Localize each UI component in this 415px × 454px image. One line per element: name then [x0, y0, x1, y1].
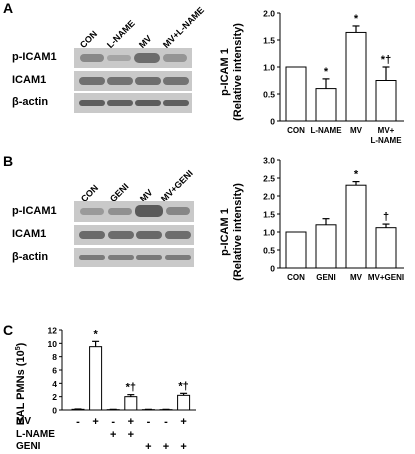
y-axis-label: p-ICAM 1	[219, 208, 231, 256]
y-tick-label: 2.5	[263, 174, 275, 184]
category-label: L-NAME	[310, 126, 342, 135]
y-tick-label: 10	[48, 339, 58, 349]
condition-sign: -	[76, 416, 80, 428]
blot-row-label: p-ICAM1	[12, 51, 57, 63]
blot-strip-p-icam1	[74, 48, 192, 68]
condition-sign: +	[110, 429, 116, 441]
condition-sign: +	[128, 416, 134, 428]
y-tick-label: 4	[52, 379, 57, 389]
bar	[177, 394, 191, 411]
condition-row-label: L-NAME	[16, 429, 55, 440]
blot-row-label: p-ICAM1	[12, 205, 57, 217]
blot-row-label: β-actin	[12, 251, 49, 263]
condition-row-label: MV	[16, 416, 31, 427]
condition-sign: -	[111, 416, 115, 428]
blot-strip-icam1	[74, 225, 194, 245]
category-label: L-NAME	[370, 136, 402, 145]
bar	[89, 346, 103, 411]
condition-sign: +	[145, 441, 151, 453]
blot-row-label: ICAM1	[12, 228, 47, 240]
significance-mark: *	[324, 66, 329, 78]
y-tick-label: 6	[52, 366, 57, 376]
significance-mark: *	[93, 328, 98, 340]
condition-sign: -	[147, 416, 151, 428]
y-tick-label: 12	[48, 326, 58, 336]
category-label: CON	[287, 273, 305, 282]
condition-sign: -	[164, 416, 168, 428]
condition-sign: +	[128, 429, 134, 441]
y-tick-label: 0	[52, 406, 57, 416]
blot-strip-beta-actin	[74, 248, 194, 267]
panel-letter-c: C	[3, 322, 14, 338]
y-tick-label: 0	[270, 117, 275, 127]
y-tick-label: 1.5	[263, 210, 275, 220]
panel-letter-b: B	[3, 153, 14, 169]
blot-strip-beta-actin	[74, 93, 192, 113]
bar	[285, 66, 307, 122]
y-tick-label: 2.0	[263, 192, 275, 202]
significance-mark: *	[354, 13, 359, 25]
y-tick-label: 0.5	[263, 246, 275, 256]
y-axis-label: (Relative intensity)	[232, 183, 244, 281]
y-tick-label: 2	[52, 392, 57, 402]
significance-mark: †	[383, 211, 389, 223]
blot-row-label: ICAM1	[12, 74, 47, 86]
condition-sign: +	[180, 416, 186, 428]
significance-mark: *†	[178, 380, 188, 392]
condition-sign: +	[180, 441, 186, 453]
significance-mark: *	[354, 169, 359, 181]
y-tick-label: 0	[270, 264, 275, 274]
y-axis-label: (Relative intensity)	[232, 23, 244, 121]
y-tick-label: 1.5	[263, 36, 275, 46]
category-label: MV+	[378, 126, 395, 135]
y-tick-label: 0.5	[263, 90, 275, 100]
condition-row-label: GENI	[16, 441, 41, 452]
bar	[285, 231, 307, 269]
category-label: MV	[350, 273, 363, 282]
significance-mark: *†	[126, 382, 136, 394]
y-tick-label: 1.0	[263, 63, 275, 73]
condition-sign: +	[163, 441, 169, 453]
y-axis-label: p-ICAM 1	[219, 48, 231, 96]
category-label: CON	[287, 126, 305, 135]
y-tick-label: 2.0	[263, 9, 275, 19]
y-tick-label: 1.0	[263, 228, 275, 238]
bar	[124, 396, 138, 411]
y-tick-label: 3.0	[263, 156, 275, 166]
panel-letter-a: A	[3, 0, 14, 16]
blot-strip-icam1	[74, 71, 192, 91]
condition-sign: +	[92, 416, 98, 428]
blot-strip-p-icam1	[74, 201, 194, 222]
category-label: GENI	[316, 273, 336, 282]
category-label: MV	[350, 126, 363, 135]
y-axis-label: BAL PMNs (105)	[15, 342, 27, 425]
blot-row-label: β-actin	[12, 96, 49, 108]
significance-mark: *†	[381, 54, 391, 66]
category-label: MV+GENI	[368, 273, 404, 282]
y-tick-label: 8	[52, 352, 57, 362]
